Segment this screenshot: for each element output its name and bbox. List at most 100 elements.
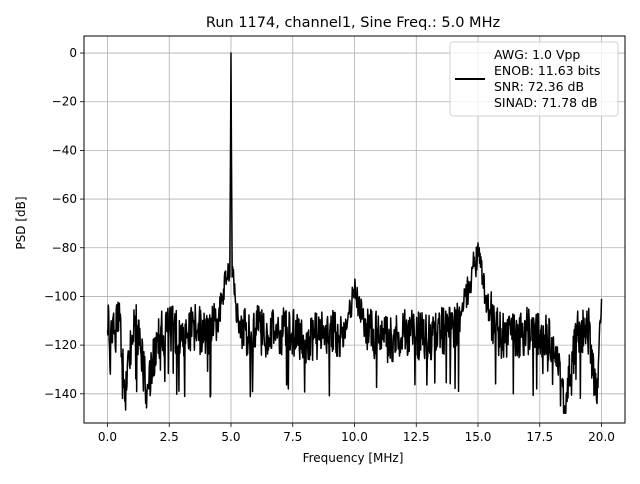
psd-data-point <box>108 310 110 312</box>
psd-data-point <box>205 335 207 337</box>
y-tick-label: −40 <box>52 143 77 157</box>
psd-data-point <box>470 281 472 283</box>
psd-data-point <box>378 335 380 337</box>
psd-trace <box>106 52 603 415</box>
psd-data-point <box>601 298 603 300</box>
psd-data-point <box>225 283 227 285</box>
psd-data-point <box>514 337 516 339</box>
legend: AWG: 1.0 Vpp ENOB: 11.63 bits SNR: 72.36… <box>449 41 619 117</box>
psd-data-point <box>168 327 170 329</box>
y-tick-label: −60 <box>52 192 77 206</box>
psd-data-point <box>240 327 242 329</box>
psd-data-point <box>551 337 553 339</box>
psd-data-point <box>502 335 504 337</box>
psd-data-point <box>228 266 230 268</box>
psd-data-point <box>223 288 225 290</box>
psd-data-point <box>245 330 247 332</box>
legend-entry-awg: AWG: 1.0 Vpp <box>494 47 580 62</box>
legend-entry-snr: SNR: 72.36 dB <box>494 79 584 94</box>
y-tick-label: 0 <box>69 46 77 60</box>
psd-data-point <box>109 366 111 368</box>
psd-data-point <box>250 339 252 341</box>
psd-data-point <box>465 296 467 298</box>
psd-data-point <box>482 279 484 281</box>
psd-data-point <box>527 330 529 332</box>
y-tick-label: −80 <box>52 241 77 255</box>
legend-entry-sinad: SINAD: 71.78 dB <box>494 95 598 110</box>
x-tick-label: 17.5 <box>526 430 553 444</box>
x-tick-label: 0.0 <box>98 430 117 444</box>
psd-data-point <box>156 339 158 341</box>
y-tick-label: −100 <box>44 289 77 303</box>
psd-data-point <box>428 337 430 339</box>
psd-data-point <box>490 313 492 315</box>
psd-data-point <box>280 330 282 332</box>
psd-data-point <box>415 335 417 337</box>
psd-data-point <box>136 325 138 327</box>
x-tick-label: 10.0 <box>341 430 368 444</box>
psd-data-point <box>596 400 598 402</box>
x-tick-label: 15.0 <box>465 430 492 444</box>
psd-data-point <box>231 276 233 278</box>
psd-data-point <box>391 339 393 341</box>
psd-data-point <box>317 335 319 337</box>
psd-data-point <box>218 318 220 320</box>
psd-data-point <box>576 335 578 337</box>
psd-data-point <box>472 264 474 266</box>
psd-data-point <box>112 342 114 344</box>
psd-data-point <box>366 332 368 334</box>
x-tick-label: 7.5 <box>283 430 302 444</box>
psd-data-point <box>243 335 245 337</box>
psd-data-point <box>329 330 331 332</box>
trace-layer <box>106 52 603 415</box>
psd-data-point <box>238 320 240 322</box>
x-tick-label: 2.5 <box>160 430 179 444</box>
psd-data-point <box>485 296 487 298</box>
tick-layer: 0.0 2.5 5.0 7.5 10.0 12.5 15.0 17.5 20.0 0 −20 −40 −… <box>44 46 615 444</box>
psd-data-point <box>341 337 343 339</box>
legend-entry-enob: ENOB: 11.63 bits <box>494 63 600 78</box>
psd-data-point <box>220 303 222 305</box>
y-tick-label: −140 <box>44 387 77 401</box>
psd-data-point <box>114 330 116 332</box>
psd-data-point <box>131 335 133 337</box>
psd-data-point <box>539 335 541 337</box>
psd-data-point <box>460 315 462 317</box>
psd-data-point <box>477 242 479 244</box>
psd-data-point <box>230 52 232 54</box>
psd-data-point <box>124 400 126 402</box>
x-tick-label: 20.0 <box>588 430 615 444</box>
psd-data-point <box>229 276 231 278</box>
psd-data-point <box>193 325 195 327</box>
psd-data-point <box>119 320 121 322</box>
psd-data-point <box>235 303 237 305</box>
psd-data-point <box>497 330 499 332</box>
psd-data-point <box>440 330 442 332</box>
psd-data-point <box>588 330 590 332</box>
psd-data-point <box>564 405 566 407</box>
psd-data-point <box>354 291 356 293</box>
psd-data-point <box>403 330 405 332</box>
psd-data-point <box>255 327 257 329</box>
psd-data-point <box>453 327 455 329</box>
psd-data-point <box>213 327 215 329</box>
y-tick-label: −120 <box>44 338 77 352</box>
psd-data-point <box>292 332 294 334</box>
legend-box <box>449 41 619 117</box>
psd-data-point <box>110 320 112 322</box>
psd-data-point <box>480 266 482 268</box>
x-axis-label: Frequency [MHz] <box>303 451 404 465</box>
x-tick-label: 12.5 <box>403 430 430 444</box>
psd-data-point <box>107 330 109 332</box>
psd-data-point <box>475 269 477 271</box>
psd-data-point <box>181 335 183 337</box>
x-tick-label: 5.0 <box>221 430 240 444</box>
chart-title: Run 1174, channel1, Sine Freq.: 5.0 MHz <box>206 15 500 31</box>
y-tick-label: −20 <box>52 95 77 109</box>
psd-data-point <box>233 269 235 271</box>
psd-data-point <box>267 335 269 337</box>
psd-data-point <box>304 339 306 341</box>
y-axis-label: PSD [dB] <box>14 196 28 249</box>
